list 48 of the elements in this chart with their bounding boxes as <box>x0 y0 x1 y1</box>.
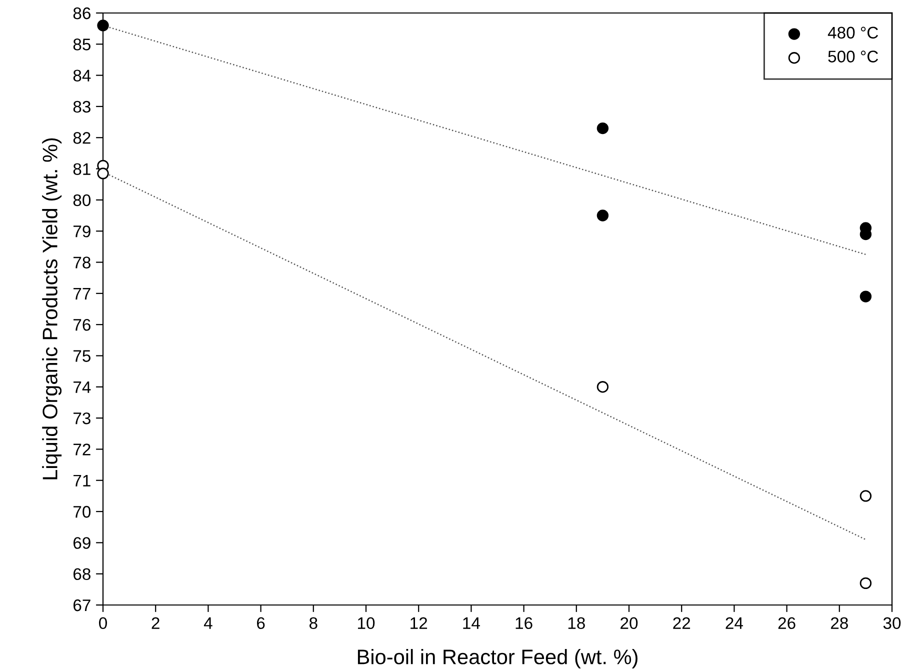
x-tick-label: 18 <box>568 617 585 630</box>
y-tick-label: 68 <box>74 568 90 580</box>
y-tick-label: 69 <box>74 537 90 549</box>
x-tick-label: 8 <box>309 617 318 630</box>
y-tick-label: 80 <box>73 194 91 206</box>
y-tick-label: 82 <box>73 132 90 144</box>
point <box>97 168 109 180</box>
point <box>596 122 609 134</box>
y-tick-label: 86 <box>73 7 90 20</box>
y-tick-label: 79 <box>74 226 90 238</box>
x-tick-label: 12 <box>410 617 428 629</box>
x-tick-label: 16 <box>516 617 532 630</box>
y-tick-label: 70 <box>74 506 91 518</box>
x-tick-label: 20 <box>620 617 638 630</box>
y-tick-label: 67 <box>74 599 90 612</box>
x-tick-label: 26 <box>778 617 796 630</box>
x-tick-label: 30 <box>883 617 901 630</box>
x-tick-label: 2 <box>152 617 160 629</box>
y-tick-label: 83 <box>73 100 90 113</box>
point <box>860 490 872 502</box>
x-axis-title: Bio-oil in Reactor Feed (wt. %) <box>358 649 638 668</box>
x-tick-label: 10 <box>358 617 375 630</box>
y-tick-label: 72 <box>74 444 90 456</box>
y-tick-label: 81 <box>73 163 90 175</box>
x-tick-label: 6 <box>257 617 265 630</box>
x-tick-label: 22 <box>673 617 690 629</box>
x-tick-label: 0 <box>99 617 107 630</box>
y-tick-label: 76 <box>74 318 90 331</box>
point <box>596 210 609 222</box>
y-tick-label: 71 <box>74 474 90 486</box>
legend-label: 480 °C <box>828 26 878 39</box>
point <box>97 20 109 32</box>
x-tick-label: 14 <box>463 617 480 629</box>
y-axis-title: Liquid Organic Products Yield (wt. %) <box>42 138 62 480</box>
y-tick-label: 85 <box>73 38 90 50</box>
x-tick-label: 24 <box>726 617 743 629</box>
x-tick-label: 28 <box>830 617 848 630</box>
y-tick-label: 73 <box>74 412 90 424</box>
point <box>860 577 872 590</box>
y-tick-label: 77 <box>74 288 90 300</box>
point <box>596 381 609 393</box>
y-tick-label: 78 <box>74 256 90 268</box>
y-tick-label: 84 <box>73 70 91 82</box>
y-tick-label: 74 <box>74 381 91 393</box>
legend-label: 500 °C <box>828 50 878 62</box>
point <box>860 290 872 302</box>
y-tick-label: 75 <box>74 350 90 362</box>
x-tick-label: 4 <box>204 617 212 629</box>
